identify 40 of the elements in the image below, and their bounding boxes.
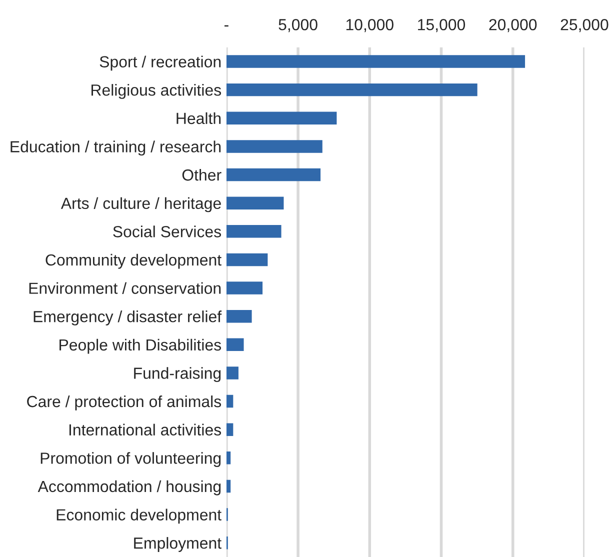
bar [226,480,231,493]
bar [226,253,268,266]
bar [226,310,252,323]
y-tick-label: Religious activities [92,84,222,99]
bar [226,225,282,238]
y-tick-label: Other [182,168,222,181]
y-tick-label: Promotion of volunteering [40,452,221,467]
y-tick-label: Economic development [56,508,222,524]
x-tick-label: 5,000 [278,18,318,32]
bar [226,338,244,352]
bar [226,282,263,294]
y-tick-label: Employment [134,537,222,552]
y-tick-label: People with Disabilities [60,338,222,354]
y-tick-label: Arts / culture / heritage [60,197,221,212]
x-tick-label: 20,000 [489,18,537,32]
x-tick-label: 25,000 [560,18,608,32]
bar [226,83,478,96]
y-tick-label: Fund-raising [134,367,221,382]
y-tick-label: Care / protection of animals [27,395,222,410]
x-tick-label: 10,000 [346,18,394,32]
y-tick-label: International activities [69,424,222,436]
bar [226,196,284,210]
bar [226,423,234,436]
y-tick-label: Emergency / disaster relief [34,310,222,326]
y-tick-label: Health [176,112,221,124]
bar [226,112,337,124]
y-tick-label: Sport / recreation [100,56,221,71]
bar [226,140,322,153]
y-tick-label: Accommodation / housing [38,480,221,496]
bar [226,168,321,182]
y-tick-label: Education / training / research [10,140,221,156]
y-tick-label: Community development [46,254,222,269]
y-tick-label: Environment / conservation [29,282,221,294]
bar [226,452,231,464]
bar [226,394,234,408]
bar [226,55,526,68]
y-tick-label: Social Services [113,226,222,238]
x-tick-label: - [224,25,228,27]
x-tick-label: 15,000 [418,18,466,32]
bar [226,366,238,380]
